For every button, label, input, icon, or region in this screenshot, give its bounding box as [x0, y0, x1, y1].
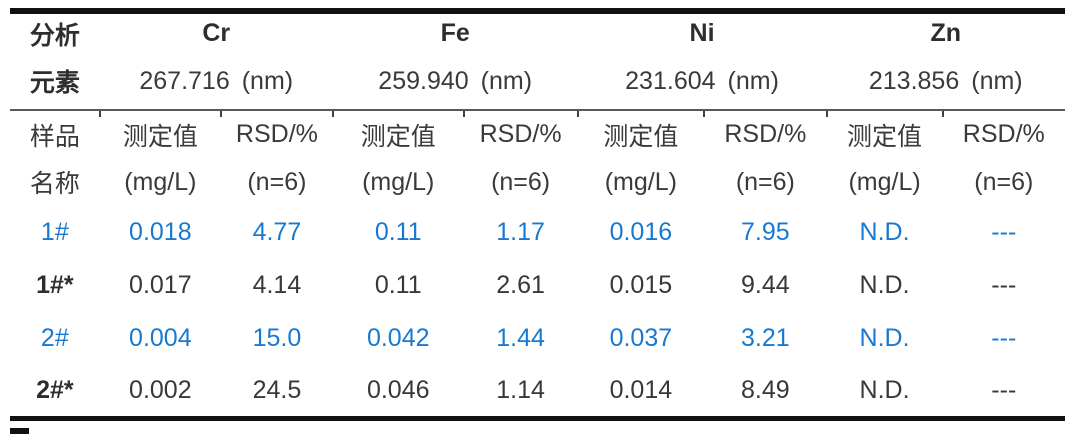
data-cell: 0.037	[609, 324, 673, 352]
sample-header-line2: 名称	[29, 170, 80, 198]
data-cell: N.D.	[859, 271, 910, 299]
wavelength-ni-value: 231.604	[625, 66, 716, 95]
wavelength-row: 元素 267.716 (nm) 259.940 (nm) 231.604 (nm) 2…	[10, 53, 1065, 110]
data-cell: 15.0	[252, 324, 302, 352]
wavelength-cr-unit: (nm)	[241, 66, 294, 95]
col-header-rsd-cr: RSD/%	[219, 109, 333, 158]
sample-name: 1#*	[36, 271, 74, 299]
data-cell: N.D.	[859, 375, 910, 404]
wavelength-fe: 259.940 (nm)	[333, 53, 578, 110]
col-unit-rsd-fe: (n=6)	[491, 167, 551, 196]
corner-header-line2: 元素	[29, 69, 80, 97]
data-cell: 7.95	[741, 218, 790, 246]
element-symbol-zn: Zn	[930, 19, 962, 47]
data-cell: ---	[991, 271, 1017, 299]
column-header-row: 样品 测定值 RSD/% 测定值 RSD/% 测定值 RSD/% 测定值 RSD…	[10, 109, 1065, 158]
element-symbol-ni: Ni	[689, 19, 715, 47]
data-cell: ---	[991, 375, 1017, 404]
table-row-2-spiked: 2#* 0.002 24.5 0.046 1.14 0.014 8.49 N.D…	[10, 365, 1065, 418]
data-cell: ---	[991, 218, 1017, 246]
data-cell: 8.49	[741, 375, 790, 404]
data-cell: ---	[991, 324, 1017, 352]
element-symbol-fe: Fe	[440, 19, 470, 47]
col-unit-value-fe: (mg/L)	[362, 167, 435, 196]
col-header-value-ni: 测定值	[576, 109, 705, 158]
data-cell: 1.44	[496, 324, 545, 352]
data-cell: N.D.	[859, 218, 910, 246]
wavelength-cr-value: 267.716	[139, 66, 230, 95]
sample-header-line1: 样品	[10, 109, 100, 158]
element-symbol-cr: Cr	[202, 19, 231, 47]
wavelength-zn: 213.856 (nm)	[827, 53, 1065, 110]
wavelength-zn-unit: (nm)	[971, 66, 1023, 95]
sample-name: 2#	[40, 324, 69, 352]
data-cell: 0.11	[374, 271, 422, 299]
data-cell: 0.017	[129, 271, 192, 299]
table-row-2: 2# 0.004 15.0 0.042 1.44 0.037 3.21 N.D.…	[10, 312, 1065, 365]
wavelength-ni: 231.604 (nm)	[578, 53, 827, 110]
col-unit-rsd-ni: (n=6)	[735, 167, 795, 196]
data-cell: 1.17	[496, 218, 545, 246]
data-cell: 0.11	[374, 218, 422, 246]
col-unit-value-zn: (mg/L)	[848, 167, 921, 196]
wavelength-cr: 267.716 (nm)	[100, 53, 333, 110]
data-cell: 0.015	[609, 271, 673, 299]
corner-header-line1: 分析	[29, 21, 80, 50]
data-cell: 0.046	[366, 375, 430, 404]
sample-name: 2#*	[36, 375, 74, 404]
data-cell: 2.61	[496, 271, 545, 299]
wavelength-fe-unit: (nm)	[480, 66, 533, 95]
data-cell: 0.002	[129, 375, 192, 404]
col-header-rsd-ni: RSD/%	[703, 109, 827, 158]
wavelength-ni-unit: (nm)	[727, 66, 779, 95]
col-unit-value-cr: (mg/L)	[124, 167, 197, 196]
data-cell: 3.21	[741, 324, 790, 352]
data-cell: 0.014	[609, 375, 673, 404]
wavelength-fe-value: 259.940	[378, 66, 469, 95]
col-unit-value-ni: (mg/L)	[604, 167, 677, 196]
data-cell: 4.14	[252, 271, 302, 299]
col-unit-rsd-zn: (n=6)	[974, 167, 1034, 196]
data-cell: 0.018	[129, 218, 192, 246]
table-row-1: 1# 0.018 4.77 0.11 1.17 0.016 7.95 N.D. …	[10, 206, 1065, 259]
col-header-value-zn: 测定值	[825, 109, 943, 158]
col-header-rsd-zn: RSD/%	[941, 109, 1065, 158]
data-cell: 0.016	[609, 218, 673, 246]
data-cell: 24.5	[252, 375, 302, 404]
analysis-table: 分析 Cr Fe Ni Zn 元素 267.716 (nm) 259.940 (nm…	[10, 8, 1065, 421]
wavelength-zn-value: 213.856	[868, 66, 960, 95]
col-header-rsd-fe: RSD/%	[462, 109, 578, 158]
col-unit-rsd-cr: (n=6)	[247, 167, 307, 196]
element-symbol-row: 分析 Cr Fe Ni Zn	[10, 11, 1065, 53]
data-cell: 0.042	[366, 324, 430, 352]
col-header-value-fe: 测定值	[331, 109, 464, 158]
data-cell: N.D.	[859, 324, 910, 352]
col-header-value-cr: 测定值	[98, 109, 221, 158]
data-cell: 0.004	[129, 324, 192, 352]
table-row-1-spiked: 1#* 0.017 4.14 0.11 2.61 0.015 9.44 N.D.…	[10, 259, 1065, 312]
column-unit-row: 名称 (mg/L) (n=6) (mg/L) (n=6) (mg/L) (n=6…	[10, 158, 1065, 206]
data-cell: 4.77	[252, 218, 302, 246]
bottom-edge-mark	[10, 428, 29, 434]
data-cell: 9.44	[741, 271, 790, 299]
sample-name: 1#	[40, 218, 69, 246]
data-cell: 1.14	[496, 375, 545, 404]
